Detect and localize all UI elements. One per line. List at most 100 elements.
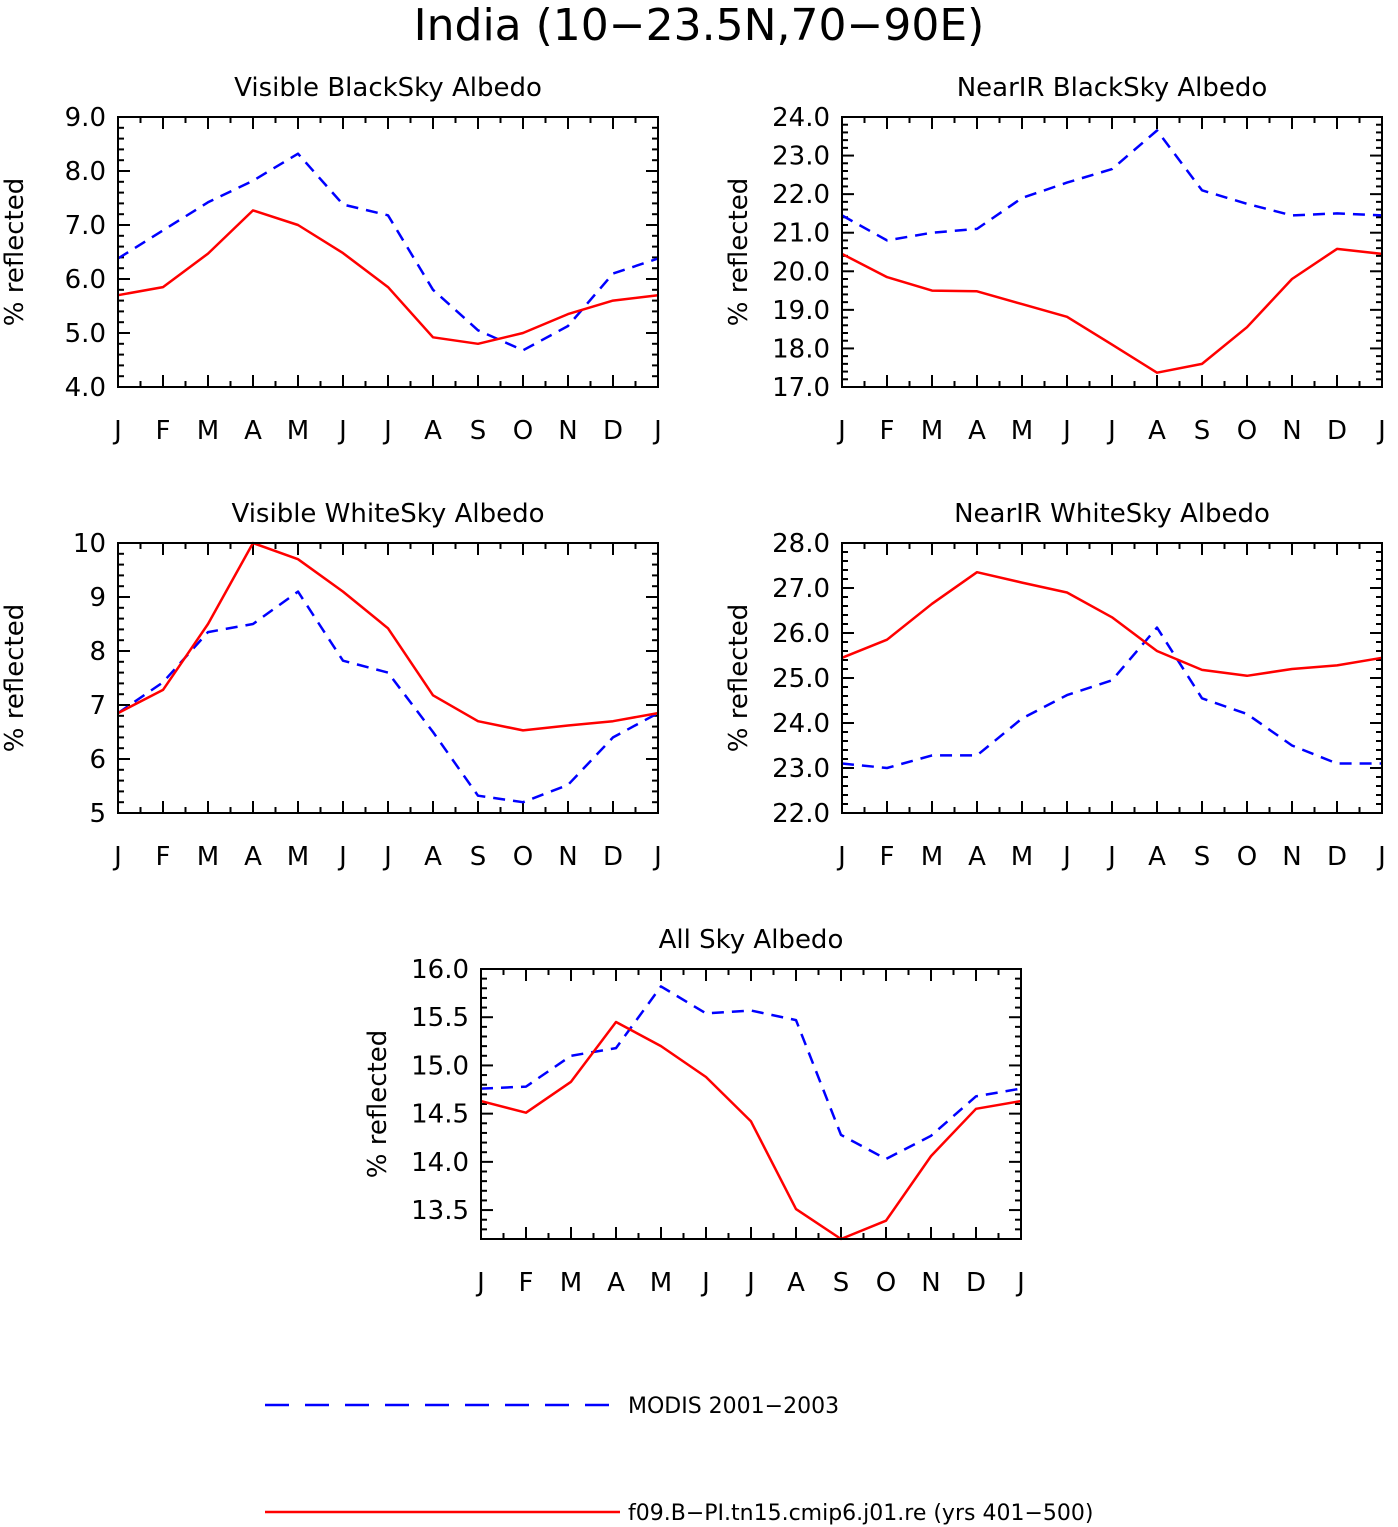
x-tick-label: A bbox=[244, 842, 262, 872]
y-tick-label: 14.0 bbox=[411, 1148, 469, 1178]
x-tick-label: N bbox=[1282, 842, 1301, 872]
y-tick-label: 23.0 bbox=[772, 754, 830, 784]
series-line-model bbox=[117, 541, 659, 732]
x-tick-label: M bbox=[560, 1268, 582, 1298]
x-tick-label: D bbox=[966, 1268, 986, 1298]
x-tick-label: J bbox=[337, 842, 347, 872]
y-tick-label: 24.0 bbox=[772, 103, 830, 133]
x-tick-label: J bbox=[1061, 416, 1071, 446]
y-tick-label: 6 bbox=[89, 745, 106, 775]
x-tick-label: F bbox=[156, 842, 171, 872]
x-tick-label: S bbox=[1194, 842, 1211, 872]
panel-title: NearIR WhiteSky Albedo bbox=[954, 499, 1270, 529]
legend-model-label: f09.B−PI.tn15.cmip6.j01.re (yrs 401−500) bbox=[628, 1501, 1093, 1526]
panel-title: All Sky Albedo bbox=[659, 925, 844, 955]
y-tick-label: 5 bbox=[89, 799, 106, 829]
series-line-modis bbox=[117, 590, 659, 804]
legend: MODIS 2001−2003 f09.B−PI.tn15.cmip6.j01.… bbox=[265, 1394, 1093, 1526]
x-tick-label: O bbox=[513, 416, 533, 446]
y-tick-label: 21.0 bbox=[772, 219, 830, 249]
x-tick-label: A bbox=[1148, 842, 1166, 872]
x-tick-label: A bbox=[607, 1268, 625, 1298]
y-axis-label: % reflected bbox=[724, 604, 754, 752]
x-tick-label: F bbox=[519, 1268, 534, 1298]
panel-title: NearIR BlackSky Albedo bbox=[957, 73, 1268, 103]
x-tick-label: J bbox=[836, 416, 846, 446]
x-tick-label: M bbox=[197, 416, 219, 446]
x-tick-label: F bbox=[156, 416, 171, 446]
x-tick-label: A bbox=[968, 842, 986, 872]
x-tick-label: J bbox=[700, 1268, 710, 1298]
series-line-model bbox=[480, 1020, 1022, 1241]
x-tick-label: J bbox=[836, 842, 846, 872]
x-tick-label: D bbox=[603, 842, 623, 872]
x-tick-label: F bbox=[880, 842, 895, 872]
x-tick-label: S bbox=[833, 1268, 850, 1298]
x-tick-label: J bbox=[337, 416, 347, 446]
x-tick-label: N bbox=[558, 416, 577, 446]
y-tick-label: 19.0 bbox=[772, 296, 830, 326]
x-tick-label: N bbox=[558, 842, 577, 872]
x-tick-label: D bbox=[1327, 842, 1347, 872]
y-tick-label: 25.0 bbox=[772, 664, 830, 694]
x-tick-label: A bbox=[968, 416, 986, 446]
x-tick-label: J bbox=[652, 842, 662, 872]
x-tick-label: J bbox=[112, 416, 122, 446]
y-tick-label: 17.0 bbox=[772, 373, 830, 403]
panel-title: Visible BlackSky Albedo bbox=[234, 73, 542, 103]
series-line-model bbox=[841, 247, 1383, 374]
x-tick-label: M bbox=[1011, 842, 1033, 872]
x-tick-label: J bbox=[1106, 416, 1116, 446]
x-tick-label: M bbox=[287, 842, 309, 872]
y-tick-label: 13.5 bbox=[411, 1196, 469, 1226]
x-tick-label: M bbox=[1011, 416, 1033, 446]
y-tick-label: 28.0 bbox=[772, 529, 830, 559]
plot-frame bbox=[841, 116, 1383, 388]
x-tick-label: M bbox=[650, 1268, 672, 1298]
x-tick-label: A bbox=[424, 842, 442, 872]
x-tick-label: J bbox=[652, 416, 662, 446]
series-line-model bbox=[117, 209, 659, 346]
y-tick-label: 20.0 bbox=[772, 257, 830, 287]
legend-modis-label: MODIS 2001−2003 bbox=[628, 1394, 839, 1419]
x-tick-label: O bbox=[1237, 842, 1257, 872]
x-tick-label: J bbox=[1015, 1268, 1025, 1298]
x-tick-label: A bbox=[244, 416, 262, 446]
x-tick-label: D bbox=[1327, 416, 1347, 446]
x-tick-label: F bbox=[880, 416, 895, 446]
series-line-modis bbox=[480, 985, 1022, 1161]
y-tick-label: 8.0 bbox=[65, 157, 106, 187]
x-tick-label: J bbox=[1376, 416, 1386, 446]
x-tick-label: A bbox=[424, 416, 442, 446]
y-tick-label: 4.0 bbox=[65, 373, 106, 403]
y-tick-label: 15.0 bbox=[411, 1051, 469, 1081]
y-tick-label: 26.0 bbox=[772, 619, 830, 649]
y-tick-label: 27.0 bbox=[772, 574, 830, 604]
series-line-modis bbox=[841, 129, 1383, 242]
x-tick-label: O bbox=[513, 842, 533, 872]
y-tick-label: 22.0 bbox=[772, 799, 830, 829]
y-tick-label: 9.0 bbox=[65, 103, 106, 133]
series-line-modis bbox=[117, 152, 659, 352]
series-line-modis bbox=[841, 626, 1382, 770]
y-tick-label: 24.0 bbox=[772, 709, 830, 739]
plot-frame bbox=[480, 968, 1022, 1240]
x-tick-label: J bbox=[112, 842, 122, 872]
x-tick-label: S bbox=[470, 416, 487, 446]
plot-frame bbox=[117, 542, 659, 814]
series-line-model bbox=[841, 570, 1383, 678]
panel-title: Visible WhiteSky Albedo bbox=[231, 499, 544, 529]
plot-frame bbox=[841, 542, 1383, 814]
y-axis-label: % reflected bbox=[724, 178, 754, 326]
x-tick-label: J bbox=[382, 416, 392, 446]
x-tick-label: N bbox=[921, 1268, 940, 1298]
x-tick-label: O bbox=[876, 1268, 896, 1298]
y-tick-label: 7.0 bbox=[65, 211, 106, 241]
y-tick-label: 18.0 bbox=[772, 334, 830, 364]
